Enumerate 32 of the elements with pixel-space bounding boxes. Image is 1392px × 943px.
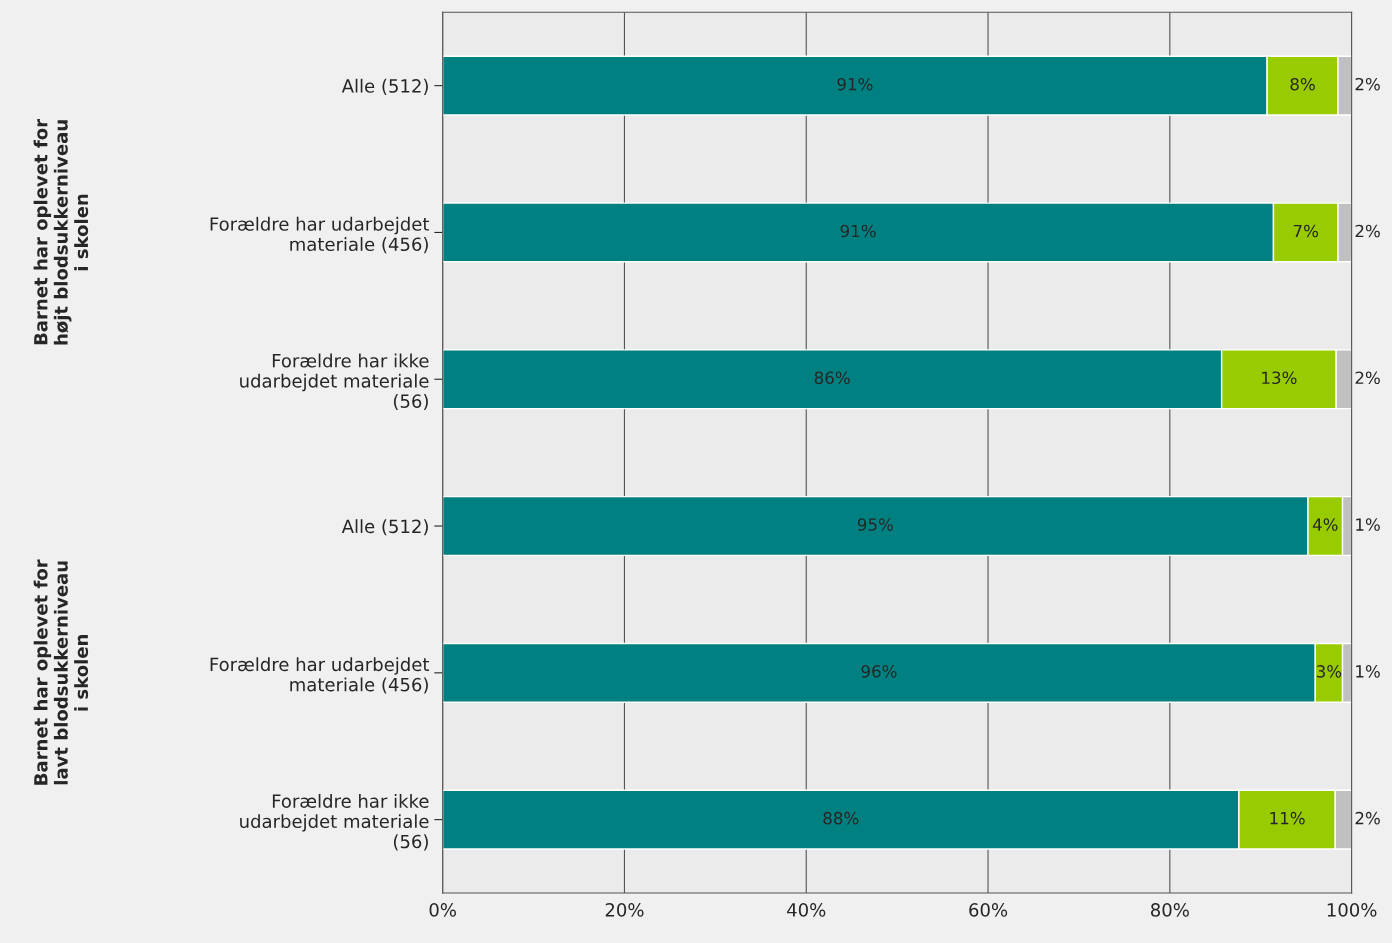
x-tick-label: 80% (1151, 903, 1189, 917)
y-tick-label: Alle (512) (341, 78, 428, 95)
data-label: 2% (1355, 224, 1380, 238)
y-tick-label: Forældre har ikke udarbejdet materiale (56) (240, 793, 429, 851)
data-label: 95% (857, 518, 893, 531)
data-label: 2% (1355, 77, 1380, 91)
data-label: 91% (837, 77, 873, 91)
data-label: 1% (1356, 518, 1380, 531)
data-label: 96% (861, 665, 897, 678)
x-tick-label: 40% (787, 903, 826, 917)
data-label: 88% (823, 811, 859, 825)
y-tick-label: Forældre har udarbejdet materiale (456) (210, 657, 430, 694)
data-label: 2% (1355, 811, 1380, 825)
text: Barnet har oplevet for lavt blodsukkerniveau i skolen (33, 559, 89, 785)
data-label: 7% (1293, 224, 1319, 238)
data-label: 1% (1356, 665, 1380, 678)
y-tick-label: Alle (512) (341, 519, 428, 536)
data-label: 3% (1316, 665, 1342, 678)
y-tick-label: Forældre har udarbejdet materiale (456) (210, 216, 430, 254)
x-tick-label: 0% (429, 903, 456, 917)
data-label: 4% (1312, 518, 1338, 531)
text: Barnet har oplevet for højt blodsukkerniveau i skolen (33, 119, 89, 345)
y-tick-label: Forældre har ikke udarbejdet materiale (56) (240, 353, 429, 411)
x-tick-label: 20% (605, 903, 644, 917)
x-tick-label: 60% (969, 903, 1008, 917)
data-label: 91% (840, 224, 876, 238)
x-tick-label: 100% (1327, 903, 1377, 917)
data-label: 13% (1262, 371, 1297, 385)
data-label: 2% (1355, 371, 1380, 385)
data-label: 11% (1270, 811, 1305, 825)
data-label: 8% (1290, 77, 1315, 91)
data-label: 86% (814, 371, 850, 385)
